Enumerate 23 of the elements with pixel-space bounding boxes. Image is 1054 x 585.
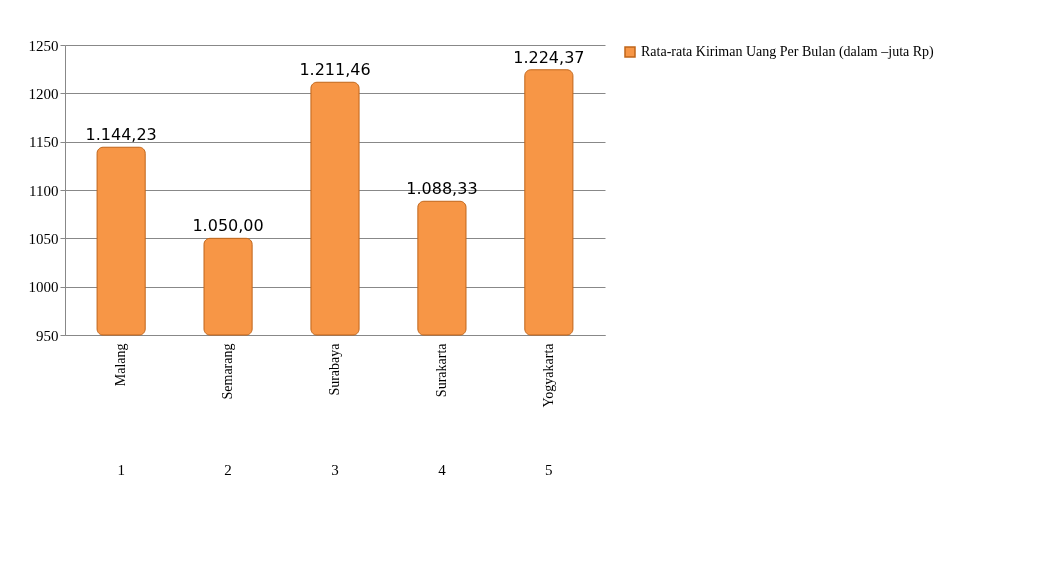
- data-label: 1.224,37: [513, 47, 585, 67]
- y-tick-label: 1200: [28, 85, 59, 102]
- y-tick-label: 1000: [28, 279, 59, 296]
- y-tick-label: 1150: [29, 134, 59, 151]
- text: 3: [331, 462, 339, 478]
- text: 5: [545, 462, 553, 478]
- x-tick-label: Semarang: [220, 343, 236, 400]
- y-tick-label: 950: [36, 327, 59, 344]
- data-label: 1.144,23: [85, 125, 157, 145]
- text: 1: [117, 462, 125, 478]
- y-tick-label: 1100: [29, 182, 59, 199]
- y-tick-label: 1250: [28, 37, 59, 54]
- text: 2: [224, 462, 232, 478]
- data-label: 1.088,33: [406, 179, 478, 199]
- legend-label: Rata-rata Kiriman Uang Per Bulan (dalam –juta Rp): [641, 44, 935, 60]
- x-tick-label: Surakarta: [433, 342, 449, 398]
- x-tick-label: Yogyakarta: [540, 342, 556, 408]
- data-label: 1.211,46: [299, 60, 371, 80]
- text: 4: [438, 462, 447, 478]
- y-tick-label: 1050: [28, 230, 59, 247]
- data-label: 1.050,00: [192, 216, 264, 236]
- x-tick-label: Surabaya: [327, 342, 342, 396]
- x-tick-label: Malang: [113, 343, 129, 387]
